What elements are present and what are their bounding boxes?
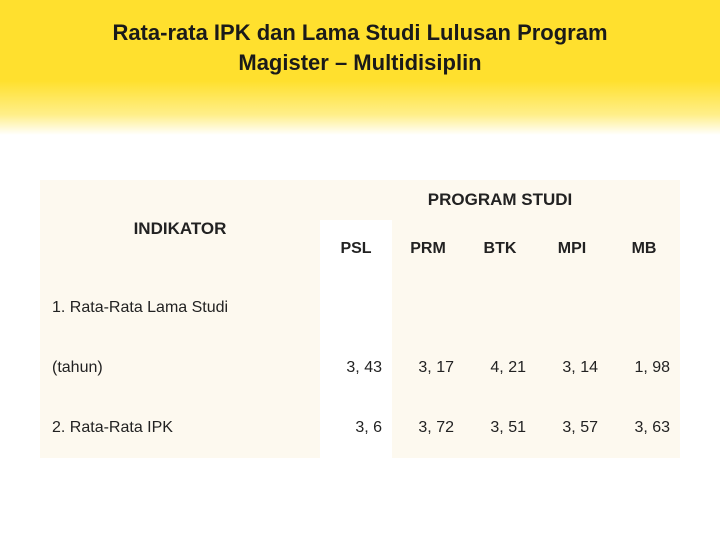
cell <box>464 278 536 338</box>
cell <box>608 278 680 338</box>
cell: 3, 43 <box>320 338 392 398</box>
row-label: 2. Rata-Rata IPK <box>40 398 320 458</box>
header-program: PROGRAM STUDI <box>320 180 680 220</box>
cell <box>536 278 608 338</box>
row-label: 1. Rata-Rata Lama Studi <box>40 278 320 338</box>
row-label: (tahun) <box>40 338 320 398</box>
cell: 3, 57 <box>536 398 608 458</box>
cell <box>320 278 392 338</box>
title-line-2: Magister – Multidisiplin <box>238 50 481 75</box>
table-row: 2. Rata-Rata IPK 3, 6 3, 72 3, 51 3, 57 … <box>40 398 680 458</box>
table-row: (tahun) 3, 43 3, 17 4, 21 3, 14 1, 98 <box>40 338 680 398</box>
header-indikator: INDIKATOR <box>40 180 320 278</box>
slide-title: Rata-rata IPK dan Lama Studi Lulusan Pro… <box>0 18 720 77</box>
cell: 1, 98 <box>608 338 680 398</box>
col-mpi: MPI <box>536 220 608 278</box>
col-btk: BTK <box>464 220 536 278</box>
header-row-1: INDIKATOR PROGRAM STUDI <box>40 180 680 220</box>
cell: 3, 14 <box>536 338 608 398</box>
cell: 3, 63 <box>608 398 680 458</box>
header-band: Rata-rata IPK dan Lama Studi Lulusan Pro… <box>0 0 720 135</box>
cell: 4, 21 <box>464 338 536 398</box>
cell: 3, 17 <box>392 338 464 398</box>
cell: 3, 6 <box>320 398 392 458</box>
cell <box>392 278 464 338</box>
data-table-wrap: INDIKATOR PROGRAM STUDI PSL PRM BTK MPI … <box>40 180 680 458</box>
col-mb: MB <box>608 220 680 278</box>
cell: 3, 72 <box>392 398 464 458</box>
col-psl: PSL <box>320 220 392 278</box>
cell: 3, 51 <box>464 398 536 458</box>
col-prm: PRM <box>392 220 464 278</box>
data-table: INDIKATOR PROGRAM STUDI PSL PRM BTK MPI … <box>40 180 680 458</box>
table-row: 1. Rata-Rata Lama Studi <box>40 278 680 338</box>
title-line-1: Rata-rata IPK dan Lama Studi Lulusan Pro… <box>112 20 607 45</box>
